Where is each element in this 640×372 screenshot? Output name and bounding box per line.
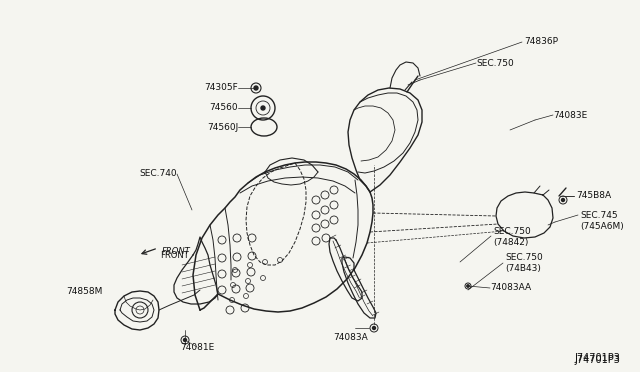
Text: (74842): (74842) bbox=[493, 237, 529, 247]
Text: SEC.750: SEC.750 bbox=[476, 58, 514, 67]
Text: J74701P3: J74701P3 bbox=[574, 353, 620, 363]
Circle shape bbox=[261, 106, 265, 110]
Text: FRONT: FRONT bbox=[162, 247, 191, 257]
Text: 74560: 74560 bbox=[209, 103, 238, 112]
Text: 74083E: 74083E bbox=[553, 110, 588, 119]
Text: 74305F: 74305F bbox=[204, 83, 238, 93]
Text: 74858M: 74858M bbox=[67, 288, 103, 296]
Text: (745A6M): (745A6M) bbox=[580, 221, 624, 231]
Text: 74083AA: 74083AA bbox=[490, 283, 531, 292]
Text: 74836P: 74836P bbox=[524, 38, 558, 46]
Text: 745B8A: 745B8A bbox=[576, 192, 611, 201]
Text: 74083A: 74083A bbox=[333, 333, 368, 341]
Circle shape bbox=[184, 339, 186, 341]
Circle shape bbox=[254, 86, 258, 90]
Text: (74B43): (74B43) bbox=[505, 264, 541, 273]
Text: J74701P3: J74701P3 bbox=[574, 355, 620, 365]
Circle shape bbox=[467, 285, 469, 287]
Text: SEC.740: SEC.740 bbox=[140, 170, 177, 179]
Circle shape bbox=[372, 327, 376, 330]
Text: SEC.750: SEC.750 bbox=[505, 253, 543, 263]
Text: 74560J: 74560J bbox=[207, 122, 238, 131]
Circle shape bbox=[561, 199, 564, 202]
Text: SEC.745: SEC.745 bbox=[580, 211, 618, 219]
Text: SEC.750: SEC.750 bbox=[493, 227, 531, 235]
Text: 74081E: 74081E bbox=[180, 343, 214, 352]
Text: FRONT: FRONT bbox=[160, 251, 189, 260]
